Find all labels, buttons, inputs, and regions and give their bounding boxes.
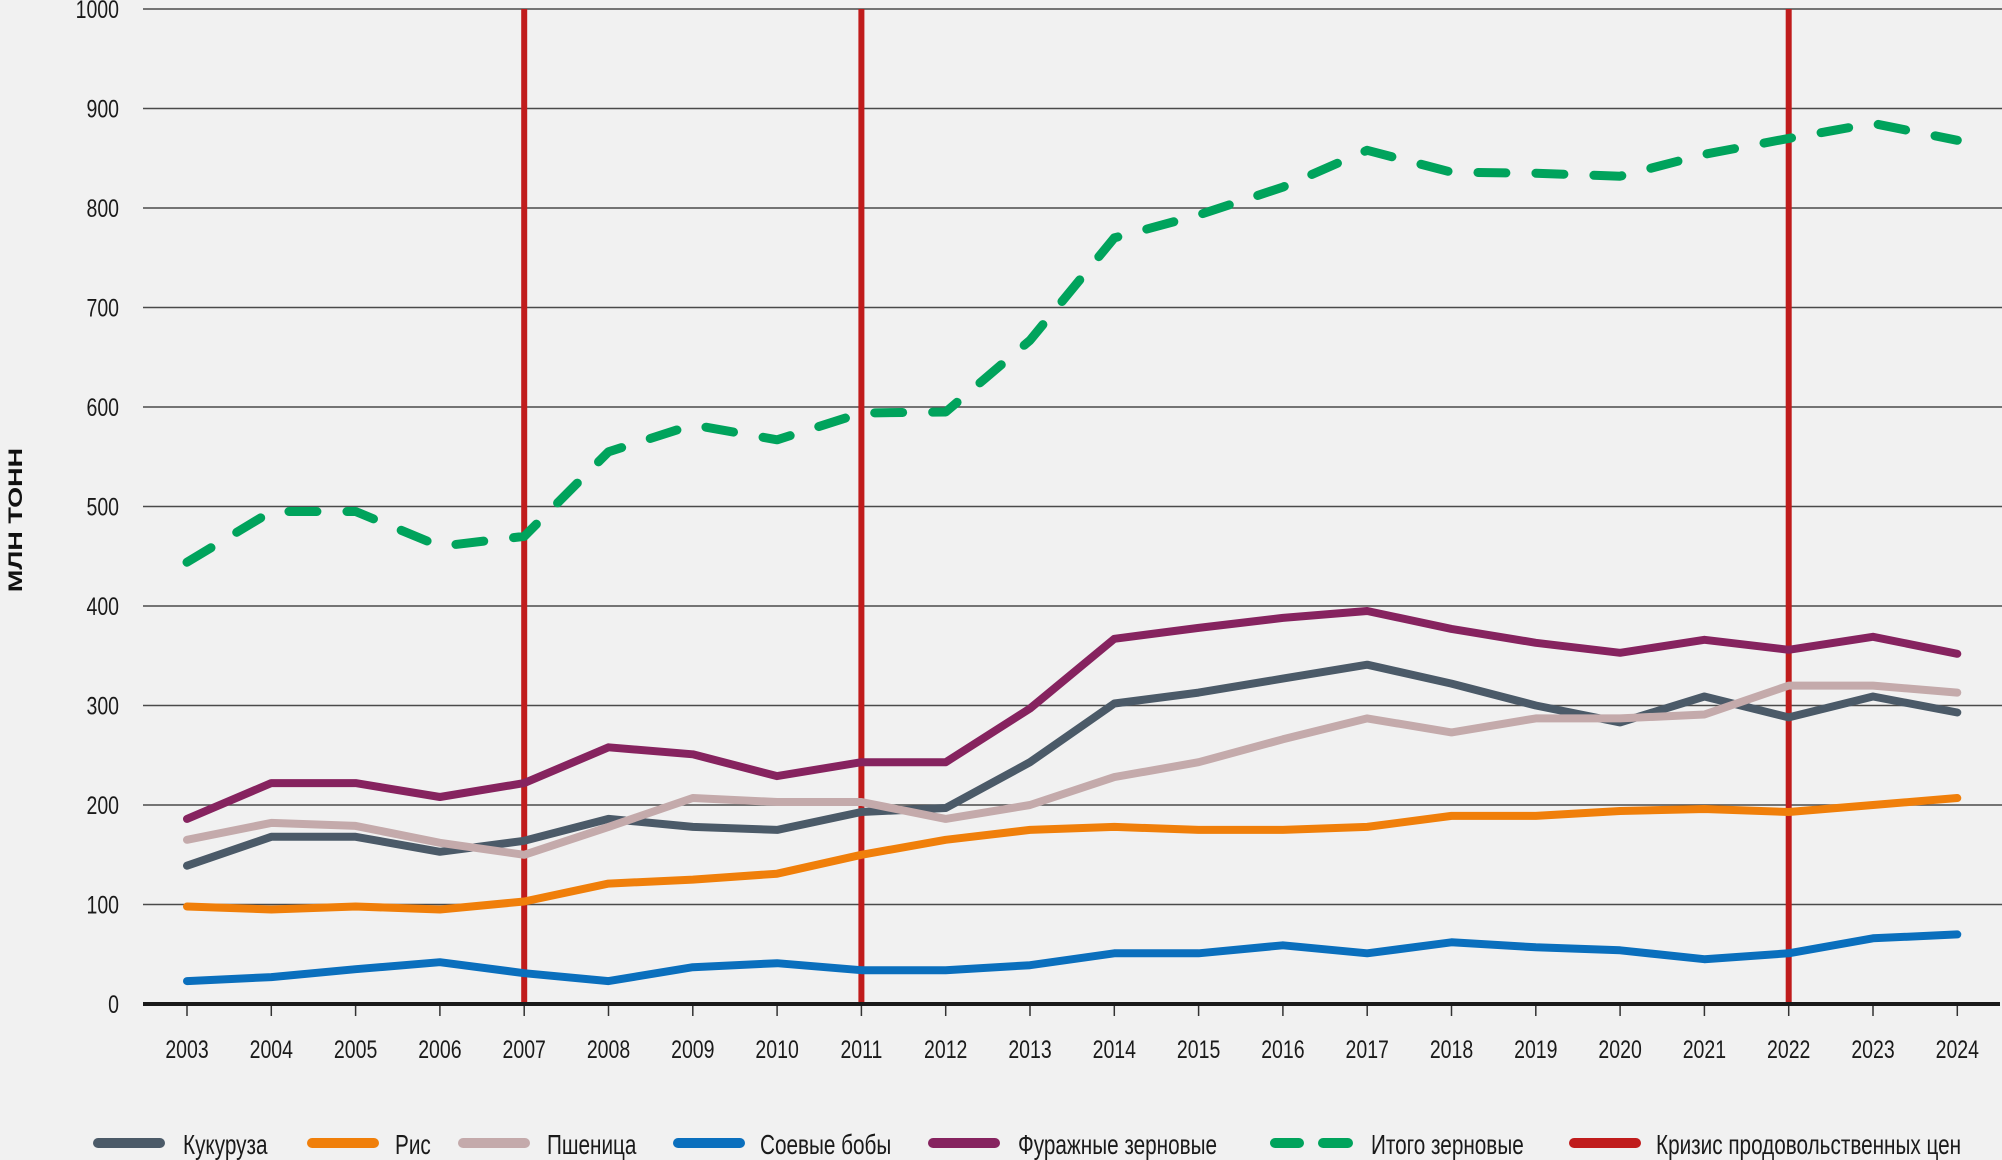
series-lines: [182, 118, 1962, 986]
x-tick-label: 2019: [1514, 1036, 1557, 1064]
legend: Кукуруза Рис Пшеница Соевые бобы Фуражные зе…: [93, 1130, 1961, 1160]
x-tick-label: 2008: [587, 1036, 630, 1064]
x-tick-label: 2005: [334, 1036, 377, 1064]
series-line-итого-зерновые: [182, 118, 1962, 567]
series-line-фуражные-зерновые: [183, 607, 1962, 823]
legend-item: Кукуруза: [93, 1130, 268, 1160]
y-tick-label: 300: [86, 692, 119, 720]
y-tick-label: 1000: [76, 0, 119, 24]
legend-label: Кризис продовольственных цен: [1656, 1130, 1961, 1160]
x-tick-label: 2013: [1008, 1036, 1051, 1064]
y-tick-label: 100: [86, 891, 119, 919]
x-tick-label: 2017: [1346, 1036, 1389, 1064]
series-line-соевые-бобы: [183, 930, 1962, 986]
x-tick-label: 2023: [1851, 1036, 1894, 1064]
x-tick-label: 2003: [165, 1036, 208, 1064]
x-tick-label: 2012: [924, 1036, 967, 1064]
x-tick-label: 2009: [671, 1036, 714, 1064]
series-line-кукуруза: [183, 660, 1962, 870]
x-axis: 2003 2004 2005 2006 2007 2008 2009 2010 2011 2012…: [143, 1002, 2000, 1064]
series-line-рис: [183, 794, 1962, 914]
y-axis: 0 100 200 300 400 500 600 700 800 900 1000: [76, 0, 119, 1019]
x-tick-label: 2004: [250, 1036, 293, 1064]
y-tick-label: 800: [86, 195, 119, 223]
series-line-пшеница: [183, 681, 1962, 859]
x-tick-label: 2022: [1767, 1036, 1810, 1064]
legend-item: Итого зерновые: [1270, 1130, 1524, 1160]
legend-item: Кризис продовольственных цен: [1569, 1130, 1961, 1160]
legend-label: Итого зерновые: [1371, 1130, 1524, 1160]
x-tick-label: 2006: [418, 1036, 461, 1064]
y-tick-label: 0: [108, 991, 119, 1019]
gridlines: [143, 8, 2002, 906]
x-tick-label: 2024: [1936, 1036, 1979, 1064]
y-tick-label: 400: [86, 593, 119, 621]
x-tick-label: 2016: [1261, 1036, 1304, 1064]
y-tick-label: 900: [86, 95, 119, 123]
legend-item: Соевые бобы: [673, 1130, 891, 1160]
y-tick-label: 600: [86, 394, 119, 422]
legend-label: Рис: [395, 1130, 431, 1160]
x-tick-label: 2021: [1683, 1036, 1726, 1064]
legend-label: Пшеница: [547, 1130, 637, 1160]
y-tick-label: 500: [86, 493, 119, 521]
x-tick-label: 2014: [1093, 1036, 1136, 1064]
y-tick-label: 700: [86, 294, 119, 322]
legend-label: Кукуруза: [183, 1130, 268, 1160]
x-tick-label: 2018: [1430, 1036, 1473, 1064]
x-tick-label: 2015: [1177, 1036, 1220, 1064]
legend-label: Соевые бобы: [760, 1130, 891, 1160]
y-tick-label: 200: [86, 792, 119, 820]
y-axis-label: МЛН ТОНН: [5, 448, 26, 592]
legend-label: Фуражные зерновые: [1018, 1130, 1217, 1160]
x-tick-label: 2020: [1598, 1036, 1641, 1064]
legend-item: Фуражные зерновые: [928, 1130, 1217, 1160]
x-tick-label: 2010: [755, 1036, 798, 1064]
x-tick-label: 2011: [840, 1036, 882, 1064]
legend-item: Рис: [307, 1130, 431, 1160]
x-tick-label: 2007: [503, 1036, 546, 1064]
legend-item: Пшеница: [458, 1130, 637, 1160]
